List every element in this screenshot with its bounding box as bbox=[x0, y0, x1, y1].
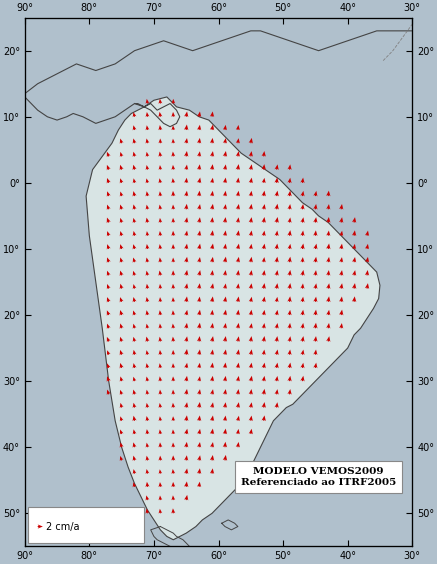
Text: 2 cm/a: 2 cm/a bbox=[46, 522, 80, 531]
Text: MODELO VEMOS2009
Referenciado ao ITRF2005: MODELO VEMOS2009 Referenciado ao ITRF200… bbox=[241, 467, 396, 487]
Polygon shape bbox=[86, 97, 380, 540]
Bar bbox=[28, 506, 144, 543]
